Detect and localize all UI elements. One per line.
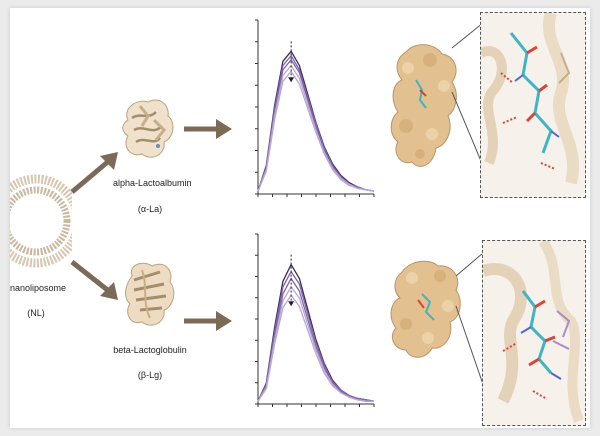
beta-lg-binding-site-icon — [483, 241, 584, 423]
beta-lg-fluorescence-chart — [255, 233, 375, 407]
alpha-la-binding-site-zoom — [480, 12, 586, 198]
arrow-to-alpha-la — [70, 152, 118, 194]
arrow-to-alpha-spectrum — [184, 119, 232, 139]
arrow-to-beta-spectrum — [184, 311, 232, 331]
spectrum-series-line — [257, 50, 375, 192]
beta-lactoglobulin-structure-icon — [125, 262, 175, 326]
alpha-la-binding-site-icon — [481, 13, 579, 185]
quenching-arrow-head — [288, 301, 295, 307]
nanoliposome-icon — [10, 174, 72, 268]
quenching-arrow-head — [288, 77, 295, 83]
nanoliposome-label: nanoliposome — [10, 283, 67, 293]
arrow-to-beta-lg — [70, 260, 118, 300]
alpha-la-surface-icon — [390, 44, 457, 167]
spectrum-series-line — [257, 58, 375, 192]
figure-canvas: nanoliposome (NL) alpha-Lactoalbumin (α-… — [10, 8, 590, 428]
beta-lg-abbr: (β-Lg) — [137, 370, 163, 380]
spectrum-series-line — [257, 270, 375, 402]
beta-lg-surface-icon — [390, 260, 461, 358]
alpha-la-abbr: (α-La) — [137, 204, 163, 214]
spectrum-series-line — [257, 294, 374, 402]
spectrum-series-line — [257, 70, 375, 192]
spectrum-series-line — [257, 64, 375, 192]
alpha-la-fluorescence-chart — [255, 19, 375, 197]
nanoliposome-abbr: (NL) — [27, 308, 45, 318]
alpha-la-name: alpha-Lactoalbumin — [113, 178, 192, 188]
alpha-lactoalbumin-structure-icon — [122, 99, 174, 158]
beta-lg-name: beta-Lactoglobulin — [113, 345, 187, 355]
spectrum-series-line — [257, 54, 375, 192]
beta-lg-binding-site-zoom — [482, 240, 586, 426]
